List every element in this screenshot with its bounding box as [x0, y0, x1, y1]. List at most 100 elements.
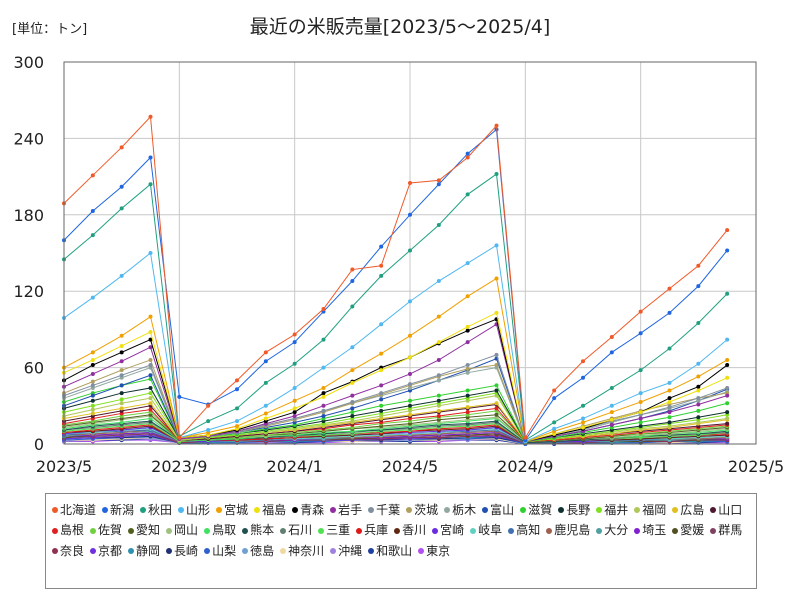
data-point: [90, 208, 95, 213]
data-point: [581, 420, 585, 425]
data-point: [552, 388, 557, 393]
data-point: [148, 407, 153, 412]
data-point: [696, 263, 701, 268]
legend-label: 埼玉: [642, 523, 667, 537]
legend-swatch: [178, 507, 185, 513]
legend-item: 香川: [394, 522, 426, 539]
x-tick-label: 2023/5: [36, 457, 92, 476]
data-point: [581, 375, 585, 380]
legend-label: 愛媛: [680, 523, 705, 537]
data-point: [436, 393, 441, 398]
legend-item: 埼玉: [634, 522, 666, 539]
plot-area: [62, 114, 730, 446]
y-tick-label: 300: [13, 53, 44, 72]
legend-swatch: [634, 507, 641, 513]
data-point: [408, 248, 412, 253]
data-point: [638, 416, 643, 421]
data-point: [119, 184, 124, 189]
legend-item: 山口: [710, 502, 742, 519]
data-point: [725, 393, 730, 398]
data-point: [436, 222, 441, 227]
data-point: [292, 413, 297, 418]
legend-label: 香川: [402, 523, 427, 537]
legend-item: 岐阜: [470, 522, 502, 539]
data-point: [235, 406, 239, 411]
legend-label: 山口: [718, 502, 743, 517]
data-point: [609, 410, 614, 415]
legend-swatch: [672, 507, 679, 513]
legend-swatch: [394, 527, 401, 534]
data-point: [494, 406, 499, 411]
data-point: [408, 333, 412, 338]
series-秋田: [62, 172, 730, 443]
x-tick-label: 2025/5: [728, 457, 784, 476]
legend-item: 石川: [280, 522, 312, 539]
legend-item: 徳島: [242, 543, 274, 560]
data-point: [148, 363, 153, 368]
data-point: [90, 357, 95, 362]
data-point: [696, 284, 701, 289]
data-point: [465, 393, 470, 398]
data-point: [609, 335, 614, 340]
x-tick-label: 2024/1: [267, 457, 323, 476]
legend-label: 群馬: [718, 523, 743, 537]
legend-label: 岡山: [174, 523, 199, 537]
data-point: [465, 370, 470, 375]
legend-swatch: [432, 527, 439, 534]
legend-item: 山形: [178, 502, 210, 519]
data-point: [494, 388, 499, 393]
data-point: [667, 380, 672, 385]
legend-item: 神奈川: [280, 543, 324, 560]
legend-label: 福島: [262, 502, 287, 517]
legend-item: 宮城: [216, 502, 248, 519]
data-point: [119, 343, 124, 348]
data-point: [292, 398, 297, 403]
legend-label: 福井: [604, 502, 629, 517]
legend-swatch: [292, 507, 299, 513]
data-point: [465, 340, 470, 345]
data-point: [494, 383, 499, 388]
data-point: [494, 412, 499, 417]
y-axis: 0 60 120 180 240 300: [13, 53, 44, 454]
data-point: [638, 331, 643, 336]
legend-swatch: [596, 527, 603, 534]
data-point: [465, 405, 470, 410]
legend-item: 愛媛: [672, 522, 704, 539]
data-point: [725, 410, 730, 415]
legend-item: 大分: [596, 522, 628, 539]
legend-label: 京都: [98, 543, 123, 558]
data-point: [436, 378, 441, 383]
series-line: [63, 277, 728, 443]
data-point: [523, 435, 528, 440]
data-point: [379, 391, 384, 396]
legend-swatch: [204, 527, 211, 534]
data-point: [494, 123, 499, 128]
data-point: [206, 419, 211, 424]
data-point: [725, 375, 730, 380]
data-point: [148, 182, 153, 187]
data-point: [206, 403, 211, 408]
data-point: [90, 407, 95, 412]
legend-swatch: [128, 548, 135, 554]
data-point: [321, 385, 326, 390]
legend-item: 鳥取: [204, 522, 236, 539]
x-axis: 2023/5 2023/9 2024/1 2024/5 2024/9 2025/1 2025…: [36, 457, 784, 476]
data-point: [379, 403, 384, 408]
data-point: [350, 393, 355, 398]
data-point: [379, 397, 384, 402]
legend-label: 熊本: [250, 523, 275, 537]
data-point: [119, 397, 124, 402]
data-point: [148, 155, 153, 160]
legend-item: 新潟: [102, 502, 134, 519]
data-point: [696, 402, 701, 407]
data-point: [667, 415, 672, 420]
legend-swatch: [330, 548, 337, 554]
data-point: [408, 212, 412, 217]
legend-item: 沖縄: [330, 543, 362, 560]
series-line: [63, 244, 728, 443]
data-point: [263, 403, 268, 408]
data-point: [119, 359, 124, 364]
legend-item: 秋田: [140, 502, 172, 519]
data-point: [408, 403, 412, 408]
data-point: [494, 243, 499, 248]
